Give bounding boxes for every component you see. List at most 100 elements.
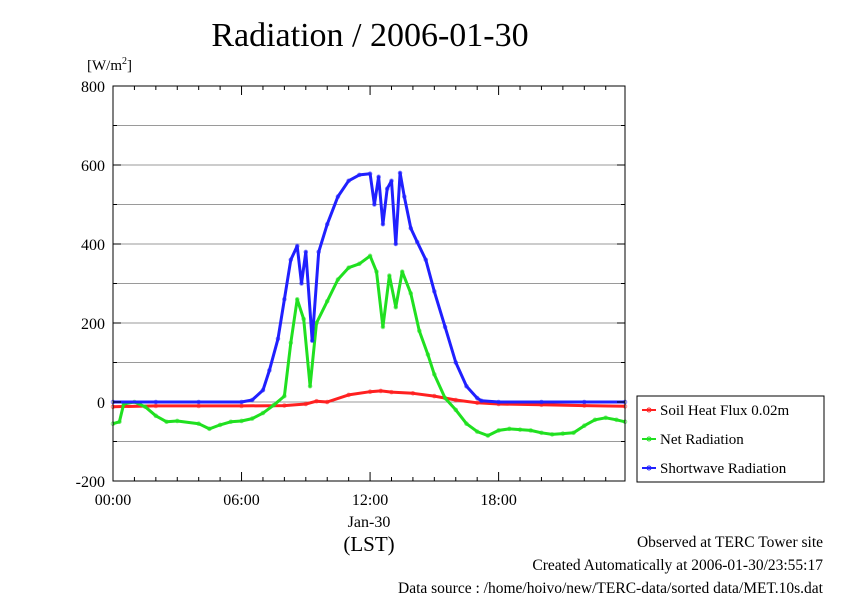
data-point (299, 281, 304, 286)
y-tick-label: 600 (81, 158, 105, 175)
data-point (393, 241, 399, 247)
data-point (164, 419, 169, 425)
data-point (275, 336, 281, 342)
data-point (592, 417, 598, 423)
y-tick-label: 200 (81, 316, 105, 333)
data-point (408, 291, 414, 296)
x-axis-unit-label: (LST) (343, 532, 394, 556)
data-point (453, 407, 459, 413)
data-point (485, 433, 491, 438)
data-point (571, 430, 576, 436)
data-point (267, 368, 272, 373)
data-point (367, 389, 373, 395)
data-point (414, 239, 420, 245)
data-point (496, 428, 501, 433)
x-tick-label: 12:00 (352, 492, 388, 509)
data-point (324, 298, 330, 304)
data-point (228, 419, 234, 425)
data-point (408, 225, 414, 231)
data-point (271, 402, 276, 408)
data-point (432, 372, 437, 377)
data-point (346, 265, 351, 271)
data-point (196, 421, 201, 427)
legend-label: Soil Heat Flux 0.02m (660, 403, 790, 419)
data-point (282, 403, 287, 408)
legend-marker (646, 407, 652, 413)
data-point (316, 249, 321, 255)
data-point (309, 338, 315, 344)
data-point (442, 395, 448, 401)
legend-box (636, 395, 825, 483)
data-point (324, 221, 330, 227)
data-point (442, 324, 448, 330)
axis-ticks: -200 0 200 400 600 800 00:00 06:00 12:00 18:00 (76, 79, 625, 509)
data-point (207, 426, 212, 432)
y-axis-unit: [W/m2] (87, 56, 132, 74)
data-point (307, 383, 313, 389)
data-point (581, 423, 587, 429)
data-point (397, 170, 403, 176)
data-point (260, 387, 266, 393)
data-point (294, 297, 300, 302)
footer-site: Observed at TERC Tower site (636, 534, 823, 551)
data-point (474, 429, 480, 434)
data-point (378, 388, 384, 394)
data-point (410, 391, 416, 396)
data-point (425, 352, 431, 357)
data-point (249, 397, 255, 403)
data-point (294, 243, 300, 249)
data-point (393, 304, 399, 310)
data-point (464, 383, 469, 389)
data-point (387, 273, 392, 278)
legend-marker (646, 436, 652, 442)
data-point (399, 269, 405, 274)
data-point (239, 399, 244, 405)
data-point (507, 426, 512, 432)
data-point (496, 399, 501, 405)
data-point (417, 328, 422, 334)
data-point (539, 430, 544, 436)
data-point (324, 399, 330, 405)
y-tick-label: 400 (81, 237, 105, 254)
data-point (288, 340, 294, 346)
x-tick-label: 00:00 (95, 492, 131, 509)
data-point (335, 194, 341, 199)
data-point (432, 393, 437, 399)
data-point (581, 399, 587, 405)
data-point (374, 269, 379, 274)
data-point (474, 395, 480, 401)
data-point (314, 398, 319, 404)
data-point (453, 360, 459, 365)
x-axis-date-label: Jan-30 (348, 514, 391, 531)
legend-marker (646, 465, 652, 471)
data-point (402, 194, 407, 199)
series-line-1 (112, 254, 626, 438)
data-point (303, 401, 309, 407)
data-point (528, 428, 534, 433)
data-point (142, 404, 148, 410)
data-point (335, 277, 341, 282)
data-point (196, 399, 201, 405)
series-line-2 (113, 171, 625, 404)
legend-label: Net Radiation (660, 432, 744, 448)
data-point (303, 249, 309, 255)
data-point (389, 178, 394, 184)
data-point (239, 418, 244, 424)
data-point (372, 202, 377, 207)
data-point (614, 417, 619, 423)
data-point (249, 416, 255, 421)
x-tick-label: 06:00 (223, 492, 259, 509)
data-point (367, 171, 373, 176)
data-point (301, 316, 306, 322)
data-point (217, 422, 223, 428)
footer-source: Data source : /home/hoivo/new/TERC-data/… (398, 580, 823, 597)
data-point (376, 174, 381, 180)
data-point (174, 418, 180, 424)
data-point (288, 257, 294, 263)
data-point (464, 421, 469, 427)
data-point (603, 415, 609, 421)
data-point (153, 399, 159, 405)
data-point (560, 431, 566, 436)
data-point (384, 186, 390, 191)
